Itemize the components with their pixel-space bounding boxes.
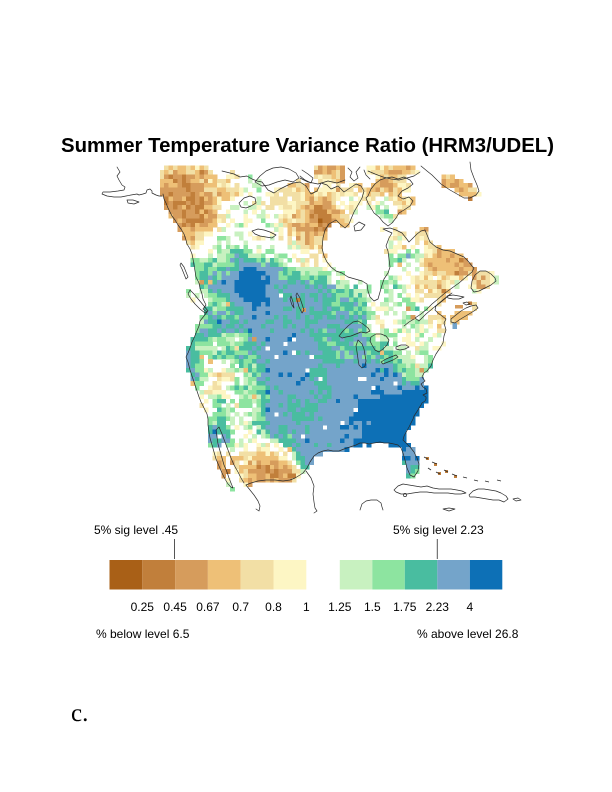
svg-text:0.8: 0.8 xyxy=(265,600,282,614)
svg-text:c.: c. xyxy=(71,700,88,727)
svg-text:5% sig level .45: 5% sig level .45 xyxy=(94,523,178,537)
svg-text:1: 1 xyxy=(303,600,310,614)
svg-text:0.25: 0.25 xyxy=(131,600,155,614)
svg-text:4: 4 xyxy=(466,600,473,614)
svg-text:1.75: 1.75 xyxy=(393,600,417,614)
svg-text:% below level 6.5: % below level 6.5 xyxy=(96,627,190,641)
svg-text:5% sig level 2.23: 5% sig level 2.23 xyxy=(393,523,484,537)
svg-text:% above level 26.8: % above level 26.8 xyxy=(417,627,519,641)
svg-text:1.5: 1.5 xyxy=(364,600,381,614)
svg-text:2.23: 2.23 xyxy=(426,600,450,614)
svg-text:0.7: 0.7 xyxy=(232,600,249,614)
svg-text:0.67: 0.67 xyxy=(196,600,220,614)
svg-text:Summer Temperature Variance Ra: Summer Temperature Variance Ratio (HRM3/… xyxy=(61,135,554,157)
svg-text:1.25: 1.25 xyxy=(328,600,352,614)
svg-text:0.45: 0.45 xyxy=(163,600,187,614)
